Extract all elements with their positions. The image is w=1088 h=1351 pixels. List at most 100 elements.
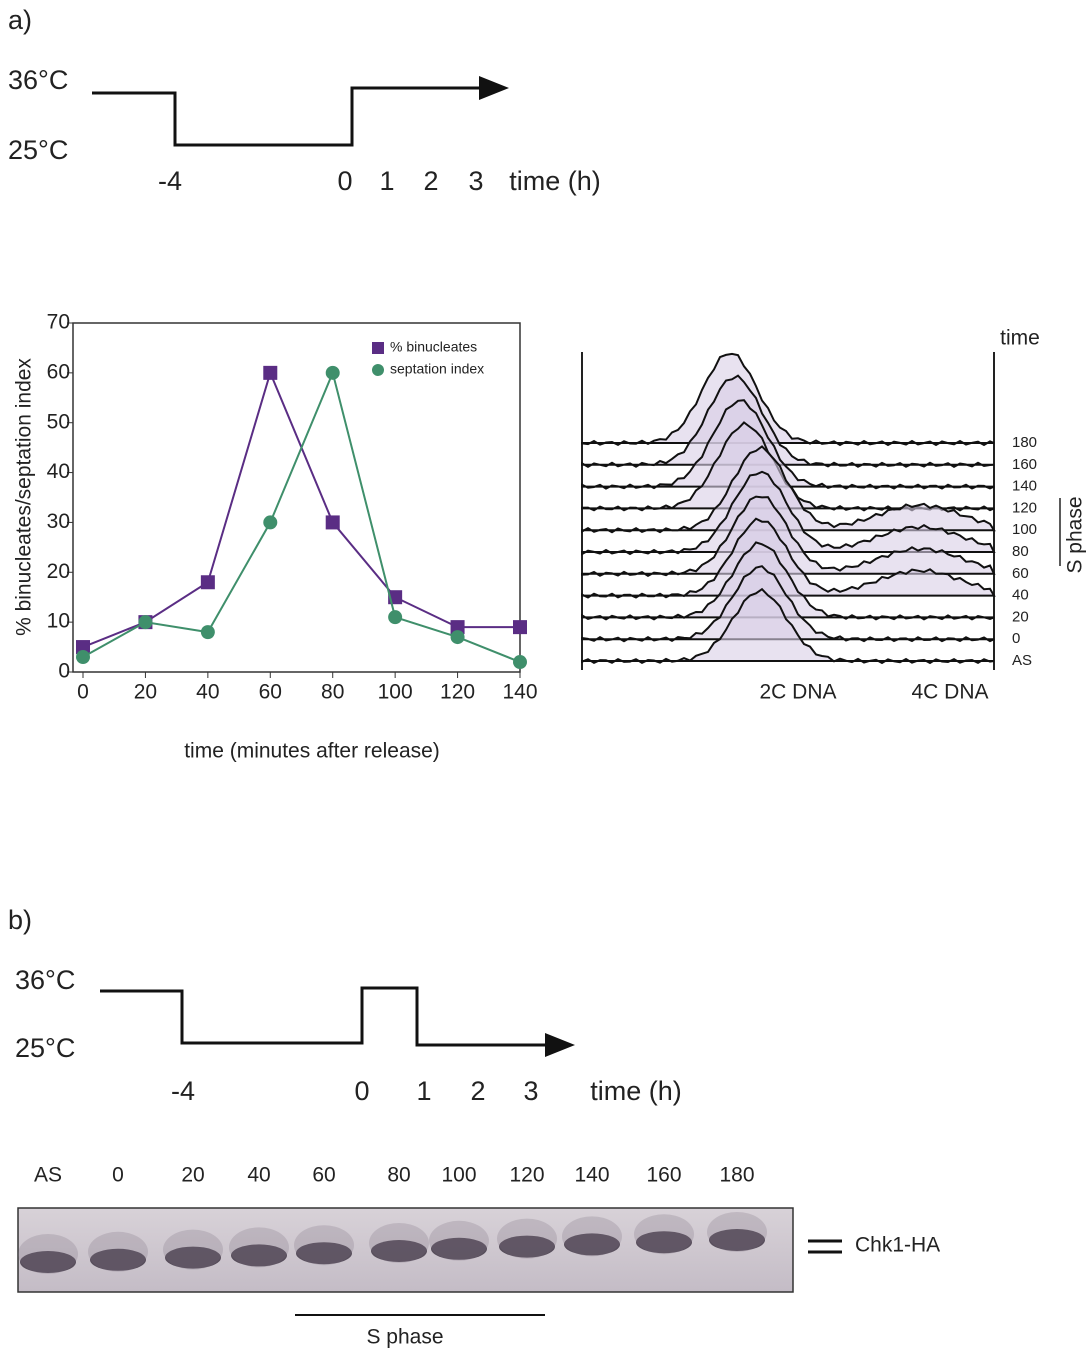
facs-time-label: 180 [1012,434,1037,451]
lane-label: 0 [112,1164,124,1187]
lane-label: 140 [574,1164,609,1187]
x-tick-label: 0 [77,681,89,704]
x-tick-label: 20 [134,681,157,704]
lane-label: AS [34,1164,62,1187]
y-tick-label: 0 [58,660,70,683]
y-tick-label: 40 [47,460,70,483]
facs-time-label: 40 [1012,587,1029,604]
lane-label: 120 [509,1164,544,1187]
facs-time-label: 120 [1012,499,1037,516]
time-tick: 2 [423,166,438,196]
series-line [83,373,520,647]
marker [513,655,527,669]
time-axis-label: time (h) [590,1076,682,1106]
band-halo [707,1212,767,1252]
temperature-profile [92,88,482,145]
band-halo [294,1225,354,1265]
time-tick: 2 [470,1076,485,1106]
band-halo [88,1232,148,1272]
y-tick-label: 50 [47,410,70,433]
facs-trace [582,376,994,467]
time-tick: 3 [523,1076,538,1106]
band-halo [229,1227,289,1267]
facs-time-label: AS [1012,652,1032,669]
facs-time-label: 140 [1012,478,1037,495]
legend-label: % binucleates [390,339,477,355]
x-tick-label: 120 [440,681,475,704]
lane-label: 180 [719,1164,754,1187]
facs-trace [582,354,994,445]
band-halo [562,1216,622,1256]
facs-time-label: 160 [1012,456,1037,473]
band-halo [634,1214,694,1254]
marker [263,366,277,380]
facs-time-label: 100 [1012,521,1037,538]
facs-profiles [582,352,994,670]
panel-label: a) [8,5,32,35]
time-tick: -4 [171,1076,195,1106]
y-tick-label: 70 [47,311,70,334]
facs-time-label: 60 [1012,565,1029,582]
time-tick: 0 [337,166,352,196]
marker [513,620,527,634]
time-tick: 1 [416,1076,431,1106]
marker [451,630,465,644]
marker [201,625,215,639]
facs-title: time [1000,327,1040,350]
legend-marker [372,342,384,354]
band-halo [429,1221,489,1261]
marker [76,650,90,664]
marker [201,575,215,589]
lane-label: 60 [312,1164,335,1187]
time-tick: 3 [468,166,483,196]
lane-label: 100 [441,1164,476,1187]
page: a) 36°C 25°C -4 0 1 2 3 time (h) time S … [0,0,1088,1351]
time-tick: 1 [379,166,394,196]
x-tick-label: 140 [502,681,537,704]
dna-label: 2C DNA [759,681,836,704]
legend-marker [372,364,384,376]
facs-time-label: 20 [1012,608,1029,625]
facs-time-label: 80 [1012,543,1029,560]
temp-low: 25°C [8,135,68,165]
y-tick-label: 10 [47,610,70,633]
marker [138,615,152,629]
lane-label: 160 [646,1164,681,1187]
y-axis-label: % binucleates/septation index [13,358,36,636]
time-tick: -4 [158,166,182,196]
lane-label: 20 [181,1164,204,1187]
facs-trace [582,400,994,488]
y-tick-label: 20 [47,560,70,583]
y-tick-label: 30 [47,510,70,533]
band-label: Chk1-HA [855,1234,940,1257]
temp-low: 25°C [15,1033,75,1063]
line-chart: 0 10 20 30 40 50 60 70 0 20 40 60 80 100 120 140 time (m… [13,311,538,763]
x-tick-label: 60 [259,681,282,704]
temperature-profile [100,988,548,1045]
temp-high: 36°C [15,965,75,995]
dna-label: 4C DNA [911,681,988,704]
band-halo [497,1219,557,1259]
x-tick-label: 40 [196,681,219,704]
marker [326,515,340,529]
x-axis-label: time (minutes after release) [184,740,440,763]
marker [388,610,402,624]
band-halo [369,1223,429,1263]
facs-time-label: 0 [1012,630,1020,647]
panel-label: b) [8,905,32,935]
marker [263,515,277,529]
temp-high: 36°C [8,65,68,95]
band-halo [18,1234,78,1274]
time-axis-label: time (h) [509,166,601,196]
lane-label: 40 [247,1164,270,1187]
time-tick: 0 [354,1076,369,1106]
s-phase-label: S phase [366,1326,443,1349]
figure: a) 36°C 25°C -4 0 1 2 3 time (h) time S … [0,0,1088,1351]
s-phase-label: S phase [1064,496,1087,573]
lane-label: 80 [387,1164,410,1187]
x-tick-label: 80 [321,681,344,704]
y-tick-label: 60 [47,360,70,383]
x-tick-label: 100 [378,681,413,704]
legend-label: septation index [390,361,484,377]
band-halo [163,1230,223,1270]
